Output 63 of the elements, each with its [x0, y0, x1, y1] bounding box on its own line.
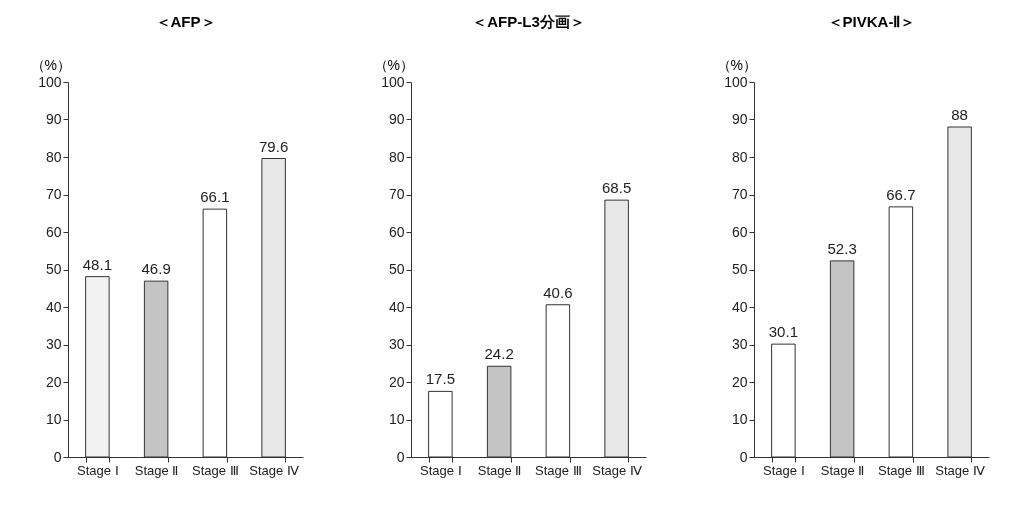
data-label: 30.1: [768, 323, 798, 341]
y-tick-label: 50: [45, 261, 62, 277]
data-label: 79.6: [259, 137, 289, 155]
y-tick-label: 60: [45, 223, 62, 240]
y-tick-label: 0: [396, 448, 405, 465]
x-tick-label: Stage Ⅱ: [477, 462, 522, 478]
data-label: 88: [951, 106, 968, 123]
y-tick-label: 80: [45, 148, 62, 165]
y-tick-label: 80: [731, 148, 748, 165]
data-label: 24.2: [484, 345, 514, 363]
y-tick-label: 90: [388, 111, 405, 127]
x-tick-label: Stage Ⅰ: [77, 462, 119, 478]
y-tick-label: 70: [45, 186, 62, 202]
y-tick-label: 50: [731, 261, 748, 277]
y-axis-title: （%）: [716, 56, 757, 73]
y-tick-label: 100: [724, 73, 748, 90]
y-tick-label: 70: [731, 186, 748, 202]
x-tick-label: Stage Ⅱ: [820, 462, 865, 478]
data-label: 66.7: [886, 185, 916, 203]
x-tick-label: Stage Ⅲ: [192, 462, 239, 478]
y-tick-label: 10: [45, 411, 62, 427]
data-label: 66.1: [200, 188, 230, 206]
y-tick-label: 100: [38, 73, 62, 90]
chart-title: ＜AFP-L3分画＞: [472, 13, 585, 30]
data-label: 68.5: [602, 179, 632, 197]
chart-title: ＜AFP＞: [155, 13, 216, 30]
x-tick-label: Stage Ⅲ: [878, 462, 925, 478]
y-axis-title: （%）: [30, 56, 71, 73]
y-tick-label: 80: [388, 148, 405, 165]
data-label: 46.9: [141, 260, 171, 278]
data-label: 40.6: [543, 283, 573, 301]
y-tick-label: 40: [731, 298, 748, 315]
chart-title: ＜PIVKA-Ⅱ＞: [827, 13, 916, 30]
y-tick-label: 90: [45, 111, 62, 127]
y-tick-label: 10: [731, 411, 748, 427]
y-tick-label: 20: [388, 373, 405, 390]
y-tick-label: 70: [388, 186, 405, 202]
y-tick-label: 0: [739, 448, 748, 465]
y-tick-label: 10: [388, 411, 405, 427]
y-tick-label: 90: [731, 111, 748, 127]
x-tick-label: Stage Ⅰ: [420, 462, 462, 478]
x-tick-label: Stage Ⅰ: [763, 462, 805, 478]
x-tick-label: Stage Ⅱ: [134, 462, 179, 478]
y-tick-label: 60: [388, 223, 405, 240]
y-tick-label: 40: [45, 298, 62, 315]
data-label: 17.5: [425, 370, 455, 388]
data-label: 52.3: [827, 239, 857, 257]
y-axis-title: （%）: [373, 56, 414, 73]
y-tick-label: 20: [731, 373, 748, 390]
x-tick-label: Stage Ⅲ: [535, 462, 582, 478]
y-tick-label: 60: [731, 223, 748, 240]
x-tick-label: Stage Ⅳ: [249, 462, 299, 478]
x-tick-label: Stage Ⅳ: [592, 462, 642, 478]
y-tick-label: 20: [45, 373, 62, 390]
y-tick-label: 30: [731, 336, 748, 352]
y-tick-label: 0: [53, 448, 62, 465]
x-tick-label: Stage Ⅳ: [935, 462, 985, 478]
y-tick-label: 100: [381, 73, 405, 90]
y-tick-label: 50: [388, 261, 405, 277]
y-tick-label: 30: [388, 336, 405, 352]
y-tick-label: 30: [45, 336, 62, 352]
y-tick-label: 40: [388, 298, 405, 315]
data-label: 48.1: [82, 255, 112, 273]
